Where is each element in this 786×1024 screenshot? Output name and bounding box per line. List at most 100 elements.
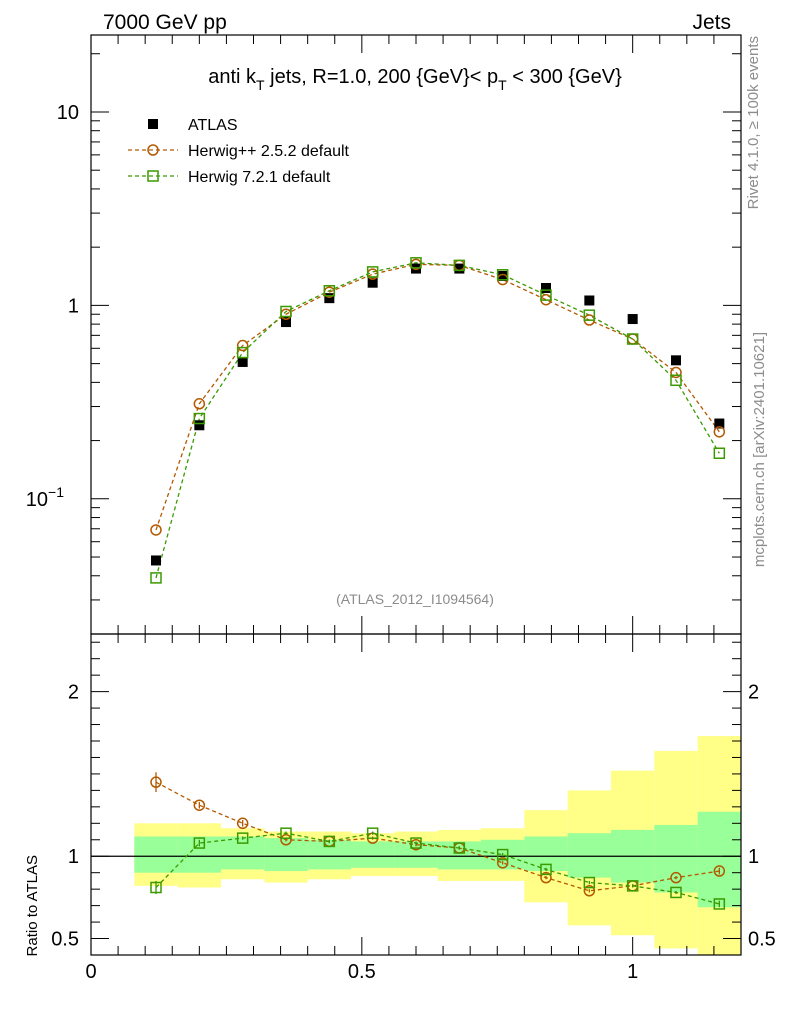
inner-band-bin: [437, 841, 481, 870]
herwig7-marker: [496, 848, 509, 861]
herwigpp-marker: [147, 144, 159, 156]
herwig7-marker: [583, 876, 596, 889]
inner-band-bin: [524, 836, 568, 872]
atlas-marker: [627, 314, 638, 325]
atlas-marker: [454, 263, 465, 274]
mcplots-label: mcplots.cern.ch [arXiv:2401.10621]: [751, 332, 768, 567]
atlas-marker: [324, 293, 335, 304]
x-tick-label: 0: [85, 961, 96, 983]
herwigpp-marker: [236, 817, 249, 830]
atlas-marker: [411, 263, 421, 274]
herwigpp-marker: [670, 366, 682, 379]
atlas-marker: [584, 295, 595, 306]
ratio-panel-ticks: [90, 634, 742, 956]
herwig7-ratio-line: [155, 832, 720, 905]
herwig7-marker: [323, 835, 336, 848]
herwig7-marker: [280, 827, 292, 839]
herwigpp-marker: [193, 799, 206, 811]
atlas-marker: [148, 119, 158, 129]
y-tick-label-exponent: −1: [48, 484, 64, 500]
herwig7-marker: [236, 832, 249, 844]
herwig7-marker: [366, 266, 379, 278]
ratio-panel: 0.5 0.5 1 1 2 2 0 0.5 1 Ratio to ATLAS: [24, 633, 776, 983]
main-panel-y-ticks: [90, 35, 742, 635]
atlas-marker: [497, 270, 508, 281]
atlas-marker: [671, 355, 681, 366]
ratio-y-tick-label-right: 1: [748, 846, 759, 868]
ratio-panel-series: [150, 772, 726, 910]
legend: ATLAS Herwig++ 2.5.2 default Herwig 7.2.1 …: [128, 117, 350, 186]
y-tick-label-base: 10: [26, 489, 48, 511]
herwig7-marker: [670, 374, 682, 387]
herwig7-marker: [670, 886, 682, 899]
ratio-y-tick-label-right: 0.5: [748, 929, 776, 951]
inner-band-bin: [221, 836, 265, 870]
herwigpp-marker: [670, 871, 682, 884]
ratio-y-tick-label-left: 0.5: [51, 929, 79, 951]
uncertainty-bands: [134, 736, 741, 955]
analysis-watermark: (ATLAS_2012_I1094564): [336, 591, 494, 607]
herwig7-marker: [713, 898, 726, 910]
ratio-y-tick-label-right: 2: [748, 682, 759, 704]
herwig7-marker: [150, 881, 162, 894]
atlas-marker: [714, 418, 725, 429]
legend-label-herwigpp: Herwig++ 2.5.2 default: [188, 143, 350, 160]
inner-band-bin: [307, 839, 351, 870]
herwig7-marker: [496, 269, 509, 281]
rivet-label: Rivet 4.1.0, ≥ 100k events: [745, 36, 762, 209]
y-tick-label: 10: [57, 102, 79, 124]
atlas-marker: [194, 420, 205, 431]
legend-label-herwig7: Herwig 7.2.1 default: [188, 169, 331, 186]
herwigpp-marker: [496, 857, 509, 869]
herwig7-marker: [626, 880, 639, 892]
herwig7-marker: [236, 346, 249, 359]
header-energy-label: 7000 GeV pp: [103, 11, 227, 34]
inner-band-bin: [697, 811, 741, 908]
atlas-marker: [237, 356, 248, 367]
herwig7-marker: [147, 170, 159, 182]
main-panel-title: anti kT jets, R=1.0, 200 {GeV}< pT < 300…: [208, 66, 622, 93]
herwig7-marker: [366, 827, 379, 839]
herwigpp-marker: [193, 398, 206, 410]
inner-band-bin: [351, 841, 395, 868]
herwigpp-ratio-line: [155, 781, 720, 892]
atlas-marker: [541, 282, 551, 293]
ratio-panel-frame: [90, 633, 742, 956]
herwig7-marker: [323, 285, 336, 297]
main-panel: anti kT jets, R=1.0, 200 {GeV}< pT < 300…: [26, 34, 742, 635]
herwig7-marker: [540, 863, 552, 876]
ratio-y-tick-label-left: 2: [68, 682, 79, 704]
herwig7-marker: [280, 305, 292, 318]
inner-band-bin: [134, 836, 178, 873]
inner-band-bin: [654, 824, 698, 893]
ratio-panel-tick-labels: 0.5 0.5 1 1 2 2 0 0.5 1: [51, 682, 776, 983]
y-tick-label: 1: [68, 295, 79, 317]
y-tick-label-base: 10: [57, 102, 79, 124]
herwig7-marker: [193, 837, 206, 849]
herwig7-marker: [540, 289, 552, 301]
y-tick-label-base: 1: [68, 295, 79, 317]
herwig7-marker: [453, 842, 466, 854]
inner-band-bin: [264, 838, 308, 872]
herwigpp-marker: [540, 871, 552, 884]
main-panel-series: [150, 257, 726, 584]
atlas-marker: [281, 317, 291, 328]
herwig7-marker: [410, 257, 422, 269]
herwigpp-marker: [713, 865, 726, 877]
x-tick-label: 1: [627, 961, 638, 983]
ratio-y-tick-label-left: 1: [68, 846, 79, 868]
herwig7-marker: [583, 309, 596, 321]
herwig7-marker: [410, 837, 422, 849]
y-tick-label: 10−1: [26, 484, 64, 511]
herwigpp-marker: [150, 776, 162, 788]
ratio-y-axis-label: Ratio to ATLAS: [24, 855, 41, 956]
atlas-marker: [151, 555, 161, 566]
x-tick-label: 0.5: [348, 961, 376, 983]
herwigpp-marker: [150, 524, 162, 536]
atlas-marker: [367, 277, 378, 288]
herwig7-marker: [453, 259, 466, 272]
herwigpp-marker: [236, 339, 249, 352]
header-jets-label: Jets: [692, 11, 731, 34]
legend-label-atlas: ATLAS: [188, 117, 238, 134]
